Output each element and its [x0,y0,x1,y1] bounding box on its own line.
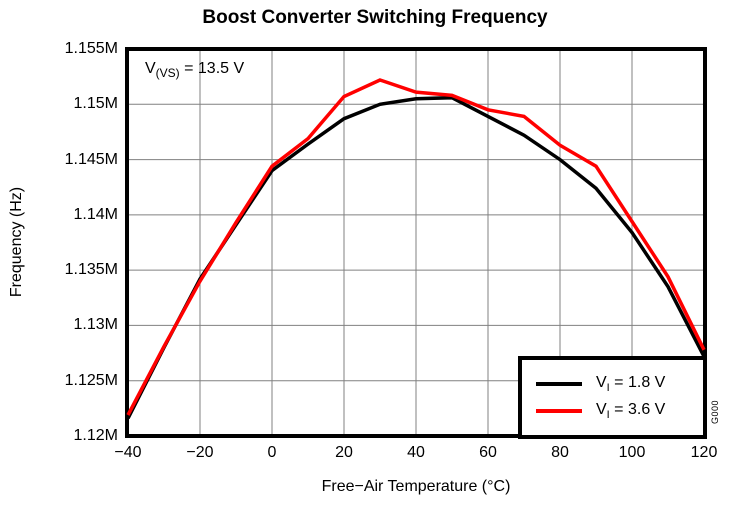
y-tick-label: 1.125M [64,371,118,389]
legend-label-suffix: = 1.8 V [609,373,666,391]
x-tick-label: 40 [407,444,425,461]
annotation-prefix: V [145,60,156,77]
legend-item-vi-1-8v: VI = 1.8 V [536,371,703,398]
x-tick-label: −40 [114,444,142,461]
x-tick-label: 120 [690,444,718,461]
legend: VI = 1.8 V VI = 3.6 V [518,356,707,439]
legend-label-prefix: V [596,400,607,418]
legend-label-vi-3-6v: VI = 3.6 V [596,401,665,421]
legend-label-subscript: I [606,382,610,395]
legend-item-vi-3-6v: VI = 3.6 V [536,398,703,425]
annotation-vvs: V(VS) = 13.5 V [145,60,244,80]
legend-swatch-red-line [536,409,582,413]
y-tick-label: 1.12M [73,427,118,444]
annotation-suffix: = 13.5 V [179,60,245,77]
x-tick-label: 20 [335,444,353,461]
legend-label-subscript: I [606,409,610,422]
y-axis-title: Frequency (Hz) [8,186,25,298]
gridlines [126,49,705,436]
x-tick-label: 0 [267,444,277,461]
y-tick-label: 1.145M [64,150,118,168]
x-axis-title: Free−Air Temperature (°C) [321,478,511,495]
series-line-vi-3-6v [126,78,706,416]
y-tick-label: 1.155M [64,40,118,57]
annotation-subscript: (VS) [155,66,180,81]
y-tick-label: 1.13M [73,316,118,334]
legend-label-vi-1-8v: VI = 1.8 V [596,374,665,394]
watermark-g000: G000 [710,399,720,425]
legend-label-prefix: V [596,373,607,391]
y-tick-label: 1.14M [73,205,118,223]
plot-border [125,47,707,438]
x-tick-label: 80 [551,444,569,461]
series-lines [126,78,706,420]
y-tick-label: 1.15M [73,95,118,113]
x-tick-label: 60 [479,444,497,461]
chart-title: Boost Converter Switching Frequency [202,7,548,28]
legend-swatch-black-line [536,382,582,386]
legend-label-suffix: = 3.6 V [609,400,666,418]
x-tick-label: −20 [186,444,214,461]
y-tick-label: 1.135M [64,261,118,279]
x-tick-label: 100 [618,444,646,461]
